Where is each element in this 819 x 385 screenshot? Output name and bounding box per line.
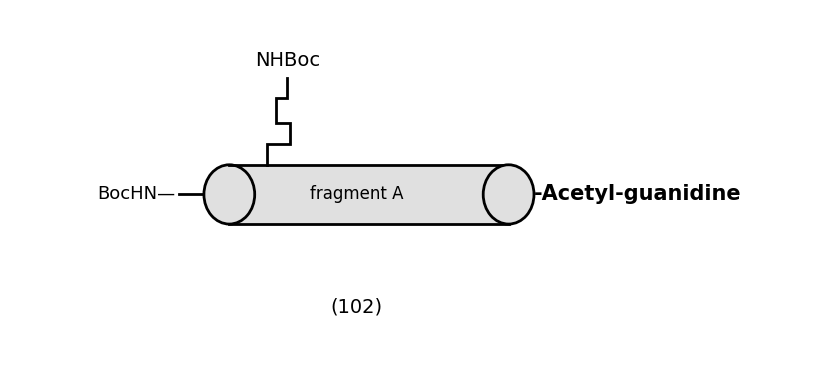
Ellipse shape — [483, 165, 534, 224]
Text: NHBoc: NHBoc — [255, 51, 320, 70]
Text: fragment A: fragment A — [310, 186, 403, 203]
Ellipse shape — [204, 165, 255, 224]
Text: -Acetyl-guanidine: -Acetyl-guanidine — [534, 184, 742, 204]
Text: (102): (102) — [330, 298, 382, 316]
Text: BocHN—: BocHN— — [97, 186, 175, 203]
FancyBboxPatch shape — [229, 165, 509, 224]
